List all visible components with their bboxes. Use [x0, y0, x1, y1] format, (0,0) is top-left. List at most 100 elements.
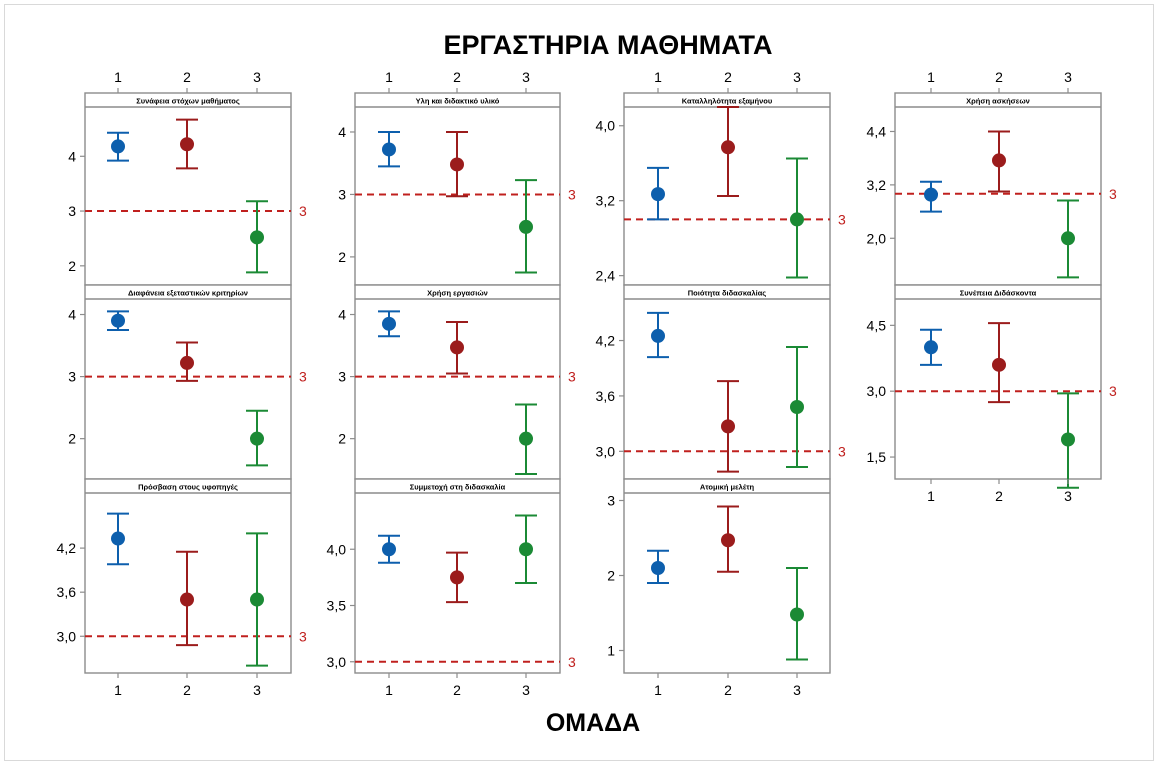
chart-frame [4, 4, 1154, 761]
mean-point [180, 355, 194, 370]
x-tick-label-bottom: 3 [1064, 488, 1072, 504]
reference-label: 3 [1109, 383, 1117, 399]
mean-point [382, 542, 396, 557]
x-tick-label-bottom: 2 [453, 682, 461, 698]
mean-point [924, 340, 938, 355]
mean-point [992, 357, 1006, 372]
panel: Καταλληλότητα εξαμήνου 2,4 3,2 4,0 3 1 2 3 [596, 69, 846, 286]
x-tick-label-top: 1 [654, 69, 662, 85]
reference-label: 3 [838, 211, 846, 227]
x-tick-label-bottom: 1 [927, 488, 935, 504]
mean-point [651, 187, 665, 202]
y-tick-label: 1 [607, 643, 615, 659]
mean-point [450, 570, 464, 585]
mean-point [180, 137, 194, 152]
y-tick-label: 2 [68, 258, 76, 274]
panel: Συνάφεια στόχων μαθήματος 2 3 4 3 1 2 3 [68, 69, 307, 286]
x-tick-label-bottom: 1 [385, 682, 393, 698]
mean-point [519, 431, 533, 446]
panel: Χρήση ασκήσεων 2,0 3,2 4,4 3 1 2 3 [867, 69, 1117, 286]
mean-point [250, 431, 264, 446]
x-tick-label-top: 3 [522, 69, 530, 85]
y-tick-label: 4,4 [867, 123, 887, 139]
mean-point [111, 139, 125, 154]
reference-label: 3 [568, 186, 576, 202]
mean-point [450, 157, 464, 172]
y-tick-label: 1,5 [867, 449, 887, 465]
y-tick-label: 3,5 [327, 598, 347, 614]
mean-point [721, 140, 735, 155]
panel-title: Συμμετοχή στη διδασκαλία [410, 483, 506, 492]
x-tick-label-bottom: 1 [114, 682, 122, 698]
reference-label: 3 [299, 203, 307, 219]
y-tick-label: 4 [338, 124, 346, 140]
x-tick-label-top: 3 [1064, 69, 1072, 85]
x-tick-label-top: 2 [183, 69, 191, 85]
reference-label: 3 [1109, 186, 1117, 202]
y-tick-label: 4 [68, 307, 76, 323]
mean-point [519, 542, 533, 557]
mean-point [111, 313, 125, 328]
y-tick-label: 3,2 [596, 193, 616, 209]
x-tick-label-bottom: 1 [654, 682, 662, 698]
mean-point [1061, 231, 1075, 246]
x-axis-title: ΟΜΑΔΑ [546, 709, 640, 737]
x-tick-label-top: 1 [927, 69, 935, 85]
panel-title: Χρήση ασκήσεων [966, 97, 1030, 106]
panel-title: Συνάφεια στόχων μαθήματος [136, 97, 240, 106]
y-tick-label: 2 [607, 568, 615, 584]
mean-point [250, 230, 264, 245]
mean-point [382, 316, 396, 331]
mean-point [651, 561, 665, 575]
panel-title: Χρήση εργασιών [427, 289, 488, 298]
x-tick-label-bottom: 3 [793, 682, 801, 698]
y-tick-label: 2 [338, 249, 346, 265]
y-tick-label: 2,0 [867, 230, 887, 246]
panel: Ατομική μελέτη 1 2 3 1 2 3 [607, 478, 831, 698]
y-tick-label: 3,6 [596, 388, 616, 404]
mean-point [721, 419, 735, 434]
y-tick-label: 2,4 [596, 268, 616, 284]
x-tick-label-top: 3 [253, 69, 261, 85]
reference-label: 3 [299, 369, 307, 385]
panel-title: Ποιότητα διδασκαλίας [688, 289, 767, 298]
y-tick-label: 3 [68, 369, 76, 385]
x-tick-label-bottom: 3 [522, 682, 530, 698]
mean-point [250, 592, 264, 607]
chart-title: ΕΡΓΑΣΤΗΡΙΑ ΜΑΘΗΜΑΤΑ [443, 30, 772, 60]
mean-point [721, 533, 735, 548]
x-tick-label-top: 1 [385, 69, 393, 85]
mean-point [790, 607, 804, 622]
mean-point [651, 328, 665, 343]
panel-title: Καταλληλότητα εξαμήνου [682, 97, 773, 106]
x-tick-label-top: 2 [724, 69, 732, 85]
y-tick-label: 4,5 [867, 317, 887, 333]
y-tick-label: 3 [338, 369, 346, 385]
panel-grid: Συνάφεια στόχων μαθήματος 2 3 4 3 1 2 3 Υλη και … [57, 69, 1117, 698]
y-tick-label: 3 [607, 493, 615, 509]
panel: Χρήση εργασιών 2 3 4 3 [338, 284, 576, 480]
y-tick-label: 2 [338, 431, 346, 447]
x-tick-label-bottom: 2 [183, 682, 191, 698]
y-tick-label: 4 [338, 307, 346, 323]
x-tick-label-top: 1 [114, 69, 122, 85]
panel-title: Διαφάνεια εξεταστικών κριτηρίων [128, 289, 248, 298]
panel-title: Υλη και διδακτικό υλικό [416, 97, 500, 106]
reference-label: 3 [568, 369, 576, 385]
x-tick-label-bottom: 2 [724, 682, 732, 698]
y-tick-label: 2 [68, 431, 76, 447]
mean-point [790, 212, 804, 227]
y-tick-label: 3,0 [327, 654, 347, 670]
y-tick-label: 3,0 [867, 383, 887, 399]
y-tick-label: 3 [68, 203, 76, 219]
panel-box [354, 284, 561, 480]
mean-point [924, 187, 938, 202]
mean-point [1061, 432, 1075, 447]
panel: Διαφάνεια εξεταστικών κριτηρίων 2 3 4 3 [68, 284, 307, 480]
mean-point [790, 400, 804, 414]
mean-point [382, 142, 396, 157]
x-tick-label-top: 3 [793, 69, 801, 85]
mean-point [519, 219, 533, 234]
mean-point [450, 340, 464, 355]
